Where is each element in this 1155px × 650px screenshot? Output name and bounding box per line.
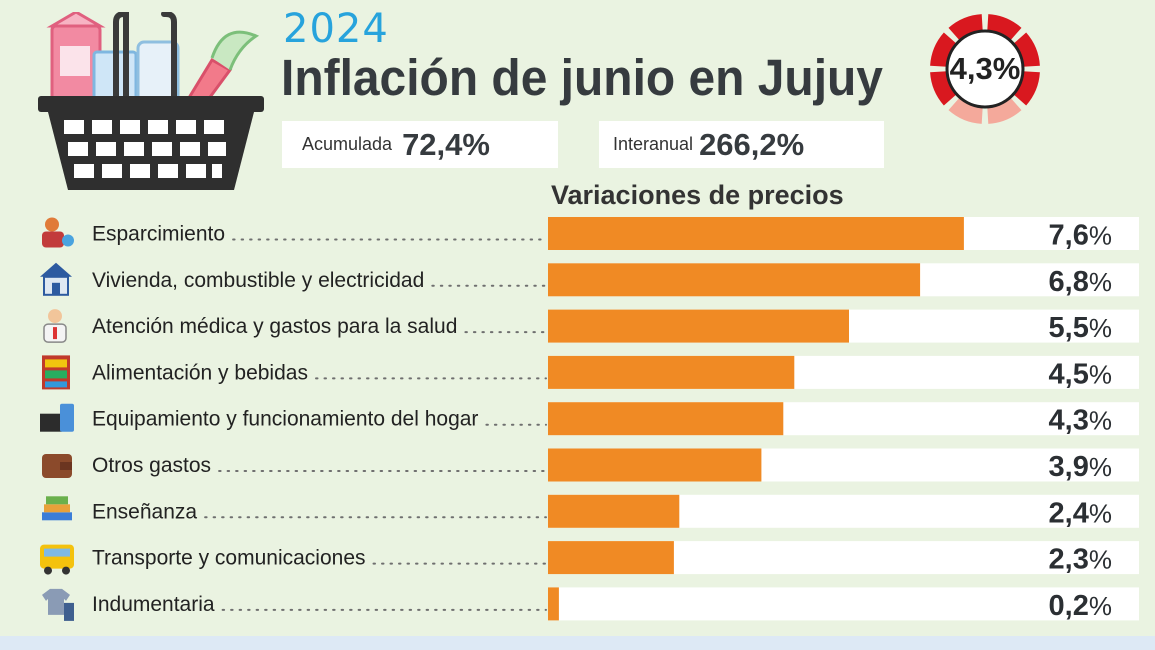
dial-segment: [1013, 71, 1040, 106]
value-unit: %: [1089, 359, 1112, 389]
wallet-icon: [42, 454, 72, 478]
value-label: 2,3%: [1049, 544, 1112, 576]
bar: [548, 355, 795, 389]
bar-track: [548, 587, 1139, 621]
interannual-box: Interanual 266,2%: [599, 121, 884, 168]
appliance-icon: [40, 403, 74, 432]
page-title: Inflación de junio en Jujuy: [281, 49, 883, 106]
category-label: Indumentaria: [92, 593, 215, 616]
value-unit: %: [1089, 591, 1112, 621]
doctor-icon: [43, 309, 67, 343]
monthly-inflation-dial: [930, 14, 1040, 124]
leisure-icon: [42, 217, 74, 248]
category-label: Otros gastos: [92, 454, 211, 477]
dial-segment: [987, 97, 1022, 124]
grocery-shelf-icon: [42, 355, 70, 390]
bar: [548, 217, 964, 250]
value-unit: %: [1089, 313, 1112, 343]
value-unit: %: [1089, 498, 1112, 528]
value-label: 4,3%: [1049, 405, 1112, 437]
category-label: Equipamiento y funcionamiento del hogar: [92, 408, 478, 431]
value-label: 5,5%: [1049, 312, 1112, 344]
accumulated-label: Acumulada: [302, 134, 393, 154]
bus-icon: [40, 544, 74, 575]
value-unit: %: [1089, 221, 1112, 251]
category-label: Vivienda, combustible y electricidad: [92, 269, 424, 292]
category-label: Transporte y comunicaciones: [92, 547, 366, 570]
interannual-value: 266,2%: [699, 126, 805, 162]
dial-segment: [948, 14, 983, 41]
bar: [548, 448, 762, 482]
chart-title: Variaciones de precios: [551, 180, 844, 210]
value-unit: %: [1089, 406, 1112, 436]
value-label: 2,4%: [1049, 497, 1112, 529]
bottom-strip: [0, 636, 1155, 650]
dial-segment: [948, 97, 983, 124]
dial-segment: [987, 14, 1022, 41]
bar: [548, 263, 921, 297]
shopping-basket-icon: [38, 12, 264, 190]
category-label: Alimentación y bebidas: [92, 361, 308, 384]
bar: [548, 402, 784, 436]
books-icon: [42, 496, 72, 521]
bar: [548, 541, 674, 575]
dial-segment: [930, 32, 957, 67]
value-unit: %: [1089, 267, 1112, 297]
bar: [548, 494, 680, 528]
category-label: Enseñanza: [92, 500, 197, 523]
bar: [548, 587, 559, 621]
category-label: Atención médica y gastos para la salud: [92, 315, 457, 338]
clothes-icon: [42, 588, 74, 621]
value-unit: %: [1089, 545, 1112, 575]
value-label: 0,2%: [1049, 590, 1112, 622]
house-icon: [40, 262, 72, 296]
dial-segment: [930, 71, 957, 106]
value-unit: %: [1089, 452, 1112, 482]
interannual-label: Interanual: [613, 134, 694, 154]
value-label: 7,6%: [1049, 220, 1112, 252]
value-label: 6,8%: [1049, 266, 1112, 298]
year-label: 2024: [283, 6, 389, 52]
category-label: Esparcimiento: [92, 223, 225, 246]
bar: [548, 309, 849, 343]
accumulated-value: 72,4%: [402, 126, 490, 162]
value-label: 3,9%: [1049, 451, 1112, 483]
value-label: 4,5%: [1049, 358, 1112, 390]
accumulated-box: Acumulada 72,4%: [282, 121, 558, 168]
dial-segment: [1013, 32, 1040, 67]
monthly-inflation-value: 4,3%: [949, 51, 1021, 86]
